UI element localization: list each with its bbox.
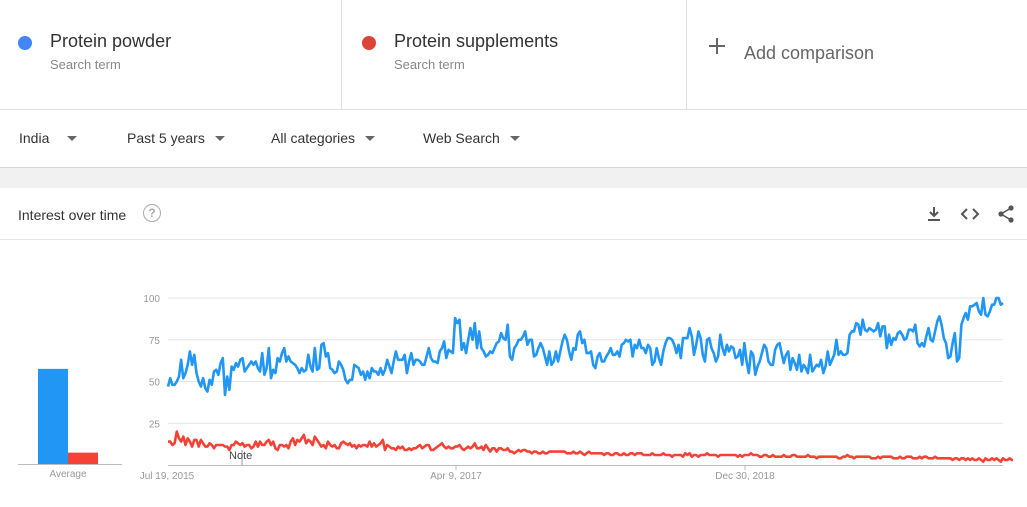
search-type-value: Web Search: [423, 130, 500, 146]
search-type-dropdown[interactable]: Web Search: [423, 130, 520, 146]
series-line-protein-powder[interactable]: [166, 296, 1004, 397]
term-name: Protein supplements: [394, 31, 559, 51]
term-card-protein-powder[interactable]: Protein powder Search term: [0, 0, 342, 109]
y-tick-label: 75: [149, 336, 161, 347]
category-value: All categories: [271, 130, 356, 146]
embed-code-icon[interactable]: [960, 204, 980, 224]
comparison-bar: Protein powder Search term Protein suppl…: [0, 0, 1027, 110]
note-annotation[interactable]: Note: [229, 450, 252, 462]
filter-bar: India Past 5 years All categories Web Se…: [0, 110, 1027, 168]
share-icon[interactable]: [996, 204, 1016, 224]
x-tick-label: Jul 19, 2015: [140, 471, 195, 480]
plus-icon: [709, 38, 725, 54]
term-subtitle: Search term: [394, 57, 465, 72]
series-line-protein-supplements[interactable]: [168, 430, 1013, 463]
y-tick-label: 50: [149, 378, 161, 389]
card-header: Interest over time ?: [0, 188, 1027, 240]
card-title: Interest over time: [18, 207, 127, 223]
question-circle-icon[interactable]: ?: [143, 204, 161, 222]
term-subtitle: Search term: [50, 57, 121, 72]
interest-line-chart: 25 50 75 100 Jul 19, 2015 Apr 9, 2017 Dec 30, …: [140, 294, 1013, 480]
category-dropdown[interactable]: All categories: [271, 130, 376, 146]
time-range-value: Past 5 years: [127, 130, 205, 146]
average-bar-chart: Average: [18, 368, 122, 480]
chevron-down-icon: [365, 135, 376, 141]
chevron-down-icon: [509, 135, 520, 141]
average-bar-protein-powder[interactable]: [38, 368, 68, 464]
x-tick-label: Dec 30, 2018: [715, 471, 775, 480]
x-tick-label: Apr 9, 2017: [430, 471, 482, 480]
series-color-dot: [362, 36, 376, 50]
region-value: India: [19, 130, 50, 146]
add-comparison-button[interactable]: Add comparison: [687, 0, 1027, 109]
chevron-down-icon: [214, 135, 225, 141]
y-tick-label: 100: [143, 294, 160, 305]
average-bar-protein-supplements[interactable]: [68, 452, 98, 464]
add-comparison-label: Add comparison: [744, 43, 875, 63]
chevron-down-icon: [67, 135, 78, 141]
download-icon[interactable]: [924, 204, 944, 224]
time-range-dropdown[interactable]: Past 5 years: [127, 130, 225, 146]
section-divider: [0, 168, 1027, 188]
term-card-protein-supplements[interactable]: Protein supplements Search term: [342, 0, 687, 109]
term-name: Protein powder: [50, 31, 172, 51]
series-color-dot: [18, 36, 32, 50]
average-label: Average: [49, 469, 87, 480]
region-dropdown[interactable]: India: [19, 130, 78, 146]
y-tick-label: 25: [149, 419, 161, 430]
